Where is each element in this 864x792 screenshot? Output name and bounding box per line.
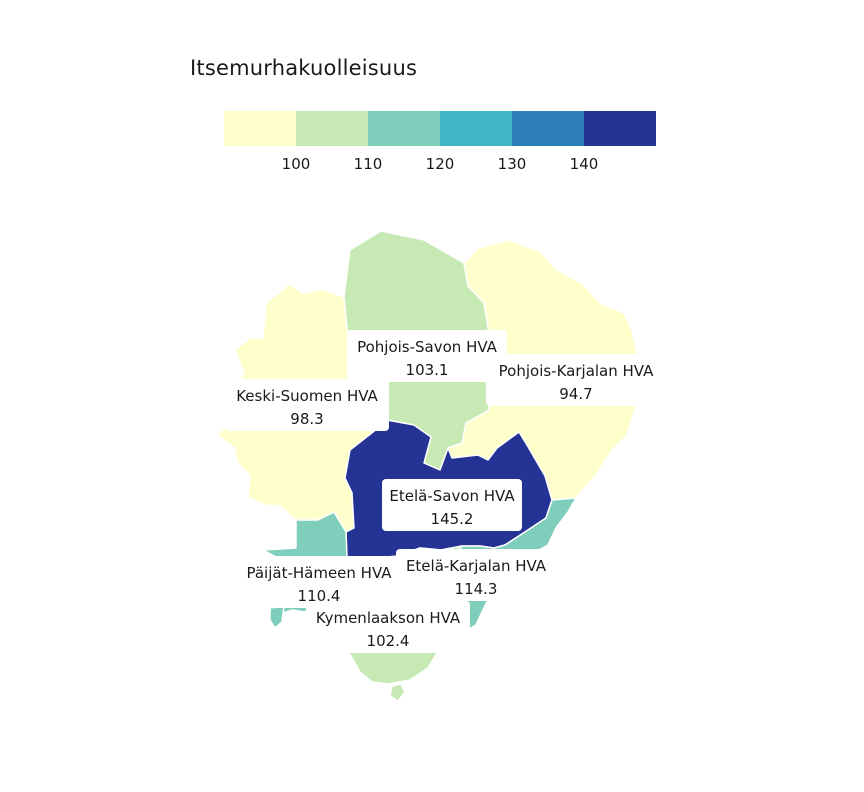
label-box	[382, 479, 522, 531]
label-paijat-hame: Päijät-Hämeen HVA 110.4	[237, 556, 401, 608]
label-name: Kymenlaakson HVA	[316, 609, 461, 627]
label-value: 94.7	[559, 385, 592, 403]
label-name: Etelä-Savon HVA	[389, 487, 515, 505]
label-value: 110.4	[298, 587, 341, 605]
label-value: 114.3	[455, 580, 498, 598]
legend-tick-label: 110	[354, 155, 383, 173]
label-box	[396, 549, 556, 601]
island-kymenlaakso	[389, 683, 406, 702]
legend-tick-label: 140	[570, 155, 599, 173]
label-box	[306, 601, 470, 653]
label-box	[225, 379, 389, 431]
legend-swatch	[296, 111, 368, 146]
legend-ticks: 100 110 120 130 140	[282, 155, 599, 173]
label-name: Keski-Suomen HVA	[236, 387, 378, 405]
label-name: Pohjois-Karjalan HVA	[499, 362, 654, 380]
label-value: 102.4	[367, 632, 410, 650]
region-labels: Pohjois-Savon HVA 103.1 Pohjois-Karjalan…	[225, 330, 666, 653]
label-name: Etelä-Karjalan HVA	[406, 557, 547, 575]
label-etela-karjala: Etelä-Karjalan HVA 114.3	[396, 549, 556, 601]
label-name: Pohjois-Savon HVA	[357, 338, 498, 356]
legend-title: Itsemurhakuolleisuus	[190, 56, 418, 80]
legend-swatch	[224, 111, 296, 146]
label-value: 98.3	[290, 410, 323, 428]
label-box	[486, 354, 666, 406]
label-box	[347, 330, 507, 382]
legend-tick-label: 130	[498, 155, 527, 173]
legend-swatch	[368, 111, 440, 146]
label-name: Päijät-Hämeen HVA	[246, 564, 392, 582]
label-pohjois-savo: Pohjois-Savon HVA 103.1	[347, 330, 507, 382]
label-pohjois-karjala: Pohjois-Karjalan HVA 94.7	[486, 354, 666, 406]
legend-swatch	[584, 111, 656, 146]
label-box	[237, 556, 401, 608]
label-keski-suomi: Keski-Suomen HVA 98.3	[225, 379, 389, 431]
legend-swatch	[440, 111, 512, 146]
legend-tick-label: 100	[282, 155, 311, 173]
label-value: 103.1	[406, 361, 449, 379]
legend-swatch	[512, 111, 584, 146]
legend-tick-label: 120	[426, 155, 455, 173]
island-paijat-hame	[269, 605, 285, 629]
label-value: 145.2	[431, 510, 474, 528]
legend-color-bar	[224, 111, 656, 146]
label-etela-savo: Etelä-Savon HVA 145.2	[382, 479, 522, 531]
label-kymenlaakso: Kymenlaakson HVA 102.4	[306, 601, 470, 653]
